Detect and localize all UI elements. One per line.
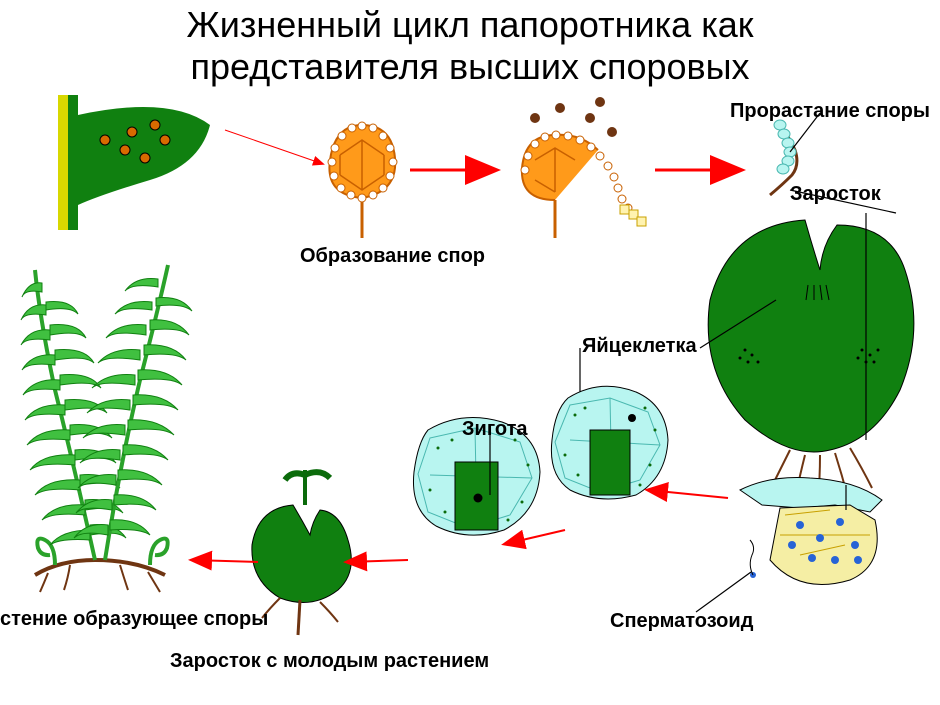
label-zygote: Зигота [462,418,528,441]
adult-fern-icon [21,265,192,592]
label-young-plant: Заросток с молодым растением [170,650,489,673]
antheridium-detail-icon [740,478,882,585]
prothallus-icon [708,220,914,500]
label-egg-cell: Яйцеклетка [582,335,697,358]
leaf-with-sori-icon [58,95,210,230]
sporangium-closed-icon [328,122,397,238]
label-spermatozoid: Сперматозоид [610,610,753,633]
label-prothallus: Заросток [790,183,881,206]
diagram-stage: Жизненный цикл папоротника как представи… [0,0,940,705]
archegonium-section-icon [551,386,668,499]
label-spore-formation: Образование спор [300,245,485,268]
sporangium-open-icon [521,97,646,238]
label-sporophyte: стение образующее споры [0,608,268,631]
label-spore-germination: Прорастание споры [730,100,930,123]
